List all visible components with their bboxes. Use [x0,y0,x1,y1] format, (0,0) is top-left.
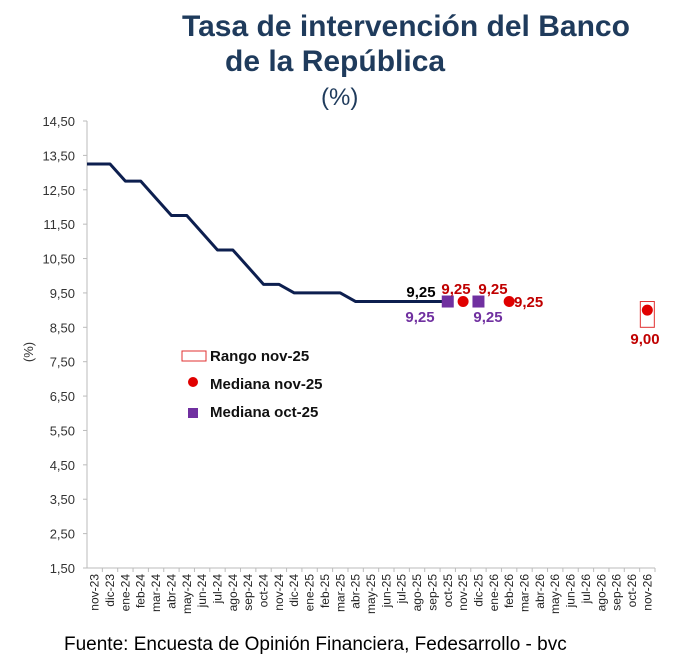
data-label: 9,25 [405,309,434,326]
x-tick-label: oct-26 [625,574,639,608]
x-tick-label: nov-24 [272,574,286,611]
y-tick-label: 2,50 [50,527,75,542]
legend-circle-swatch [188,377,198,387]
median-nov25-point [503,296,515,308]
x-tick-label: mar-24 [149,574,163,612]
x-tick-label: mar-26 [518,574,532,612]
x-tick-label: oct-25 [441,574,455,608]
y-tick-label: 10,50 [42,252,75,267]
y-tick-label: 1,50 [50,561,75,576]
median-nov25-point [457,296,469,308]
data-label: 9,25 [514,294,543,311]
data-label: 9,00 [630,331,659,348]
x-tick-label: ago-25 [410,574,424,612]
legend-label: Mediana oct-25 [210,404,318,421]
y-tick-label: 8,50 [50,320,75,335]
x-tick-label: ene-25 [303,574,317,612]
x-tick-label: ene-24 [118,574,132,612]
median-nov25-point [641,304,653,316]
x-tick-label: jul-26 [579,574,593,605]
legend-label: Rango nov-25 [210,348,309,365]
y-tick-label: 6,50 [50,389,75,404]
y-tick-label: 12,50 [42,183,75,198]
x-tick-label: abr-26 [533,574,547,609]
x-tick-label: dic-24 [287,574,301,607]
x-tick-label: abr-24 [164,574,178,609]
x-tick-label: ago-24 [226,574,240,612]
x-tick-label: ene-26 [487,574,501,612]
x-tick-label: may-24 [180,574,194,614]
x-tick-label: feb-26 [502,574,516,608]
x-tick-label: dic-25 [471,574,485,607]
x-tick-label: ago-26 [594,574,608,612]
chart-subtitle: (%) [321,84,359,111]
x-tick-label: sep-25 [425,574,439,611]
x-tick-label: oct-24 [257,574,271,608]
legend-label: Mediana nov-25 [210,376,323,393]
chart-title-line2: de la República [225,45,446,78]
legend-range-swatch [181,350,207,362]
median-oct25-point [472,295,485,308]
policy-rate-line [87,162,448,304]
y-tick-label: 4,50 [50,458,75,473]
y-tick-label: 7,50 [50,355,75,370]
x-tick-label: jun-26 [564,574,578,609]
y-tick-label: 9,50 [50,286,75,301]
y-tick-label: 5,50 [50,423,75,438]
x-tick-label: may-26 [548,574,562,614]
x-tick-label: nov-26 [640,574,654,611]
y-tick-label: 3,50 [50,492,75,507]
data-label: 9,25 [406,284,435,301]
y-axis-label: (%) [21,342,36,362]
y-tick-label: 11,50 [43,217,75,232]
x-tick-label: jul-24 [210,574,224,605]
x-tick-label: jun-24 [195,574,209,609]
data-label: 9,25 [478,281,507,298]
data-label: 9,25 [441,281,470,298]
median-oct25-point [441,295,454,308]
x-tick-label: nov-25 [456,574,470,611]
chart-title-line1: Tasa de intervención del Banco [182,10,630,43]
x-tick-label: sep-24 [241,574,255,611]
x-tick-label: dic-23 [103,574,117,607]
y-tick-label: 14,50 [42,114,75,129]
x-tick-label: feb-25 [318,574,332,608]
y-tick-label: 13,50 [42,148,75,163]
x-tick-label: jun-25 [379,574,393,609]
x-tick-label: may-25 [364,574,378,614]
legend-square-swatch [188,408,198,418]
x-tick-label: nov-23 [88,574,102,611]
x-tick-label: sep-26 [610,574,624,611]
data-label: 9,25 [473,309,502,326]
x-tick-label: mar-25 [333,574,347,612]
source-note: Fuente: Encuesta de Opinión Financiera, … [64,634,567,655]
x-tick-label: jul-25 [395,574,409,605]
x-tick-label: abr-25 [349,574,363,609]
x-tick-label: feb-24 [134,574,148,608]
